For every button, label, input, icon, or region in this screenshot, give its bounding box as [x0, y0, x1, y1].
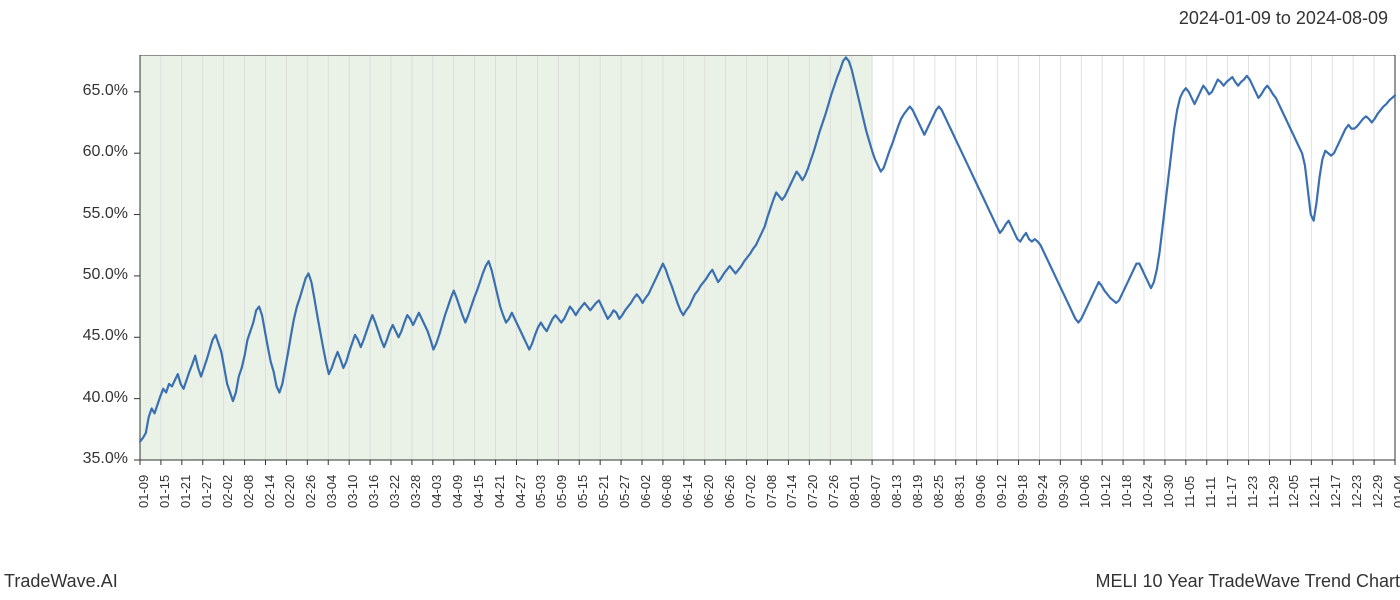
x-tick-label: 01-27	[199, 475, 214, 508]
x-tick-label: 11-17	[1224, 476, 1239, 508]
x-tick-label: 09-30	[1056, 475, 1071, 508]
x-tick-label: 08-25	[931, 475, 946, 508]
x-tick-label: 03-22	[387, 475, 402, 508]
x-tick-label: 08-07	[868, 475, 883, 508]
x-tick-label: 06-26	[722, 475, 737, 508]
x-tick-label: 10-18	[1119, 475, 1134, 508]
x-tick-label: 10-06	[1077, 475, 1092, 508]
x-tick-label: 12-05	[1286, 475, 1301, 508]
x-tick-label: 01-09	[136, 475, 151, 508]
y-tick-label: 45.0%	[0, 327, 128, 345]
x-tick-label: 08-19	[910, 475, 925, 508]
x-tick-label: 10-12	[1098, 475, 1113, 508]
x-tick-label: 04-03	[429, 475, 444, 508]
x-tick-label: 06-08	[659, 475, 674, 508]
x-tick-label: 12-11	[1307, 476, 1322, 508]
x-tick-label: 05-09	[554, 475, 569, 508]
y-tick-label: 60.0%	[0, 143, 128, 161]
x-tick-label: 04-09	[450, 475, 465, 508]
x-tick-label: 03-28	[408, 475, 423, 508]
chart-title: MELI 10 Year TradeWave Trend Chart	[1096, 571, 1400, 592]
y-tick-label: 35.0%	[0, 450, 128, 468]
x-tick-label: 09-06	[973, 475, 988, 508]
x-tick-label: 01-21	[178, 475, 193, 508]
x-tick-label: 08-31	[952, 475, 967, 508]
brand-label: TradeWave.AI	[4, 571, 118, 592]
x-tick-label: 11-23	[1245, 476, 1260, 508]
x-tick-label: 07-08	[764, 475, 779, 508]
x-tick-label: 03-10	[345, 475, 360, 508]
x-tick-label: 09-24	[1035, 475, 1050, 508]
x-tick-label: 11-11	[1203, 477, 1218, 508]
x-tick-label: 11-05	[1182, 476, 1197, 508]
x-tick-label: 12-29	[1370, 475, 1385, 508]
x-tick-label: 05-15	[575, 475, 590, 508]
y-tick-label: 65.0%	[0, 82, 128, 100]
x-tick-label: 04-27	[513, 475, 528, 508]
x-tick-label: 05-03	[533, 475, 548, 508]
chart-area: 35.0% 40.0% 45.0% 50.0% 55.0% 60.0% 65.0% 01-0…	[0, 55, 1400, 535]
x-tick-label: 02-14	[262, 475, 277, 508]
date-range-label: 2024-01-09 to 2024-08-09	[1179, 8, 1388, 29]
x-tick-label: 01-04	[1391, 475, 1400, 508]
y-tick-label: 40.0%	[0, 389, 128, 407]
x-tick-label: 06-14	[680, 475, 695, 508]
x-tick-label: 11-29	[1266, 476, 1281, 508]
x-tick-label: 10-24	[1140, 475, 1155, 508]
x-tick-label: 10-30	[1161, 475, 1176, 508]
x-tick-label: 03-16	[366, 475, 381, 508]
x-tick-label: 05-27	[617, 475, 632, 508]
x-tick-label: 05-21	[596, 475, 611, 508]
x-tick-label: 02-08	[241, 475, 256, 508]
x-tick-label: 04-21	[492, 475, 507, 508]
x-tick-label: 08-01	[847, 475, 862, 508]
x-tick-label: 07-20	[805, 475, 820, 508]
x-tick-label: 07-02	[743, 475, 758, 508]
y-tick-label: 50.0%	[0, 266, 128, 284]
x-tick-label: 02-20	[282, 475, 297, 508]
x-tick-label: 02-02	[220, 475, 235, 508]
x-tick-label: 07-14	[784, 475, 799, 508]
x-tick-label: 06-02	[638, 475, 653, 508]
x-tick-label: 08-13	[889, 475, 904, 508]
x-tick-label: 01-15	[157, 475, 172, 508]
line-chart-svg	[0, 55, 1400, 535]
x-tick-label: 03-04	[324, 475, 339, 508]
x-tick-label: 09-12	[994, 475, 1009, 508]
x-tick-label: 09-18	[1015, 475, 1030, 508]
x-tick-label: 06-20	[701, 475, 716, 508]
x-tick-label: 04-15	[471, 475, 486, 508]
x-tick-label: 12-17	[1328, 475, 1343, 508]
x-tick-label: 12-23	[1349, 475, 1364, 508]
x-tick-label: 02-26	[303, 475, 318, 508]
x-tick-label: 07-26	[826, 475, 841, 508]
y-tick-label: 55.0%	[0, 205, 128, 223]
